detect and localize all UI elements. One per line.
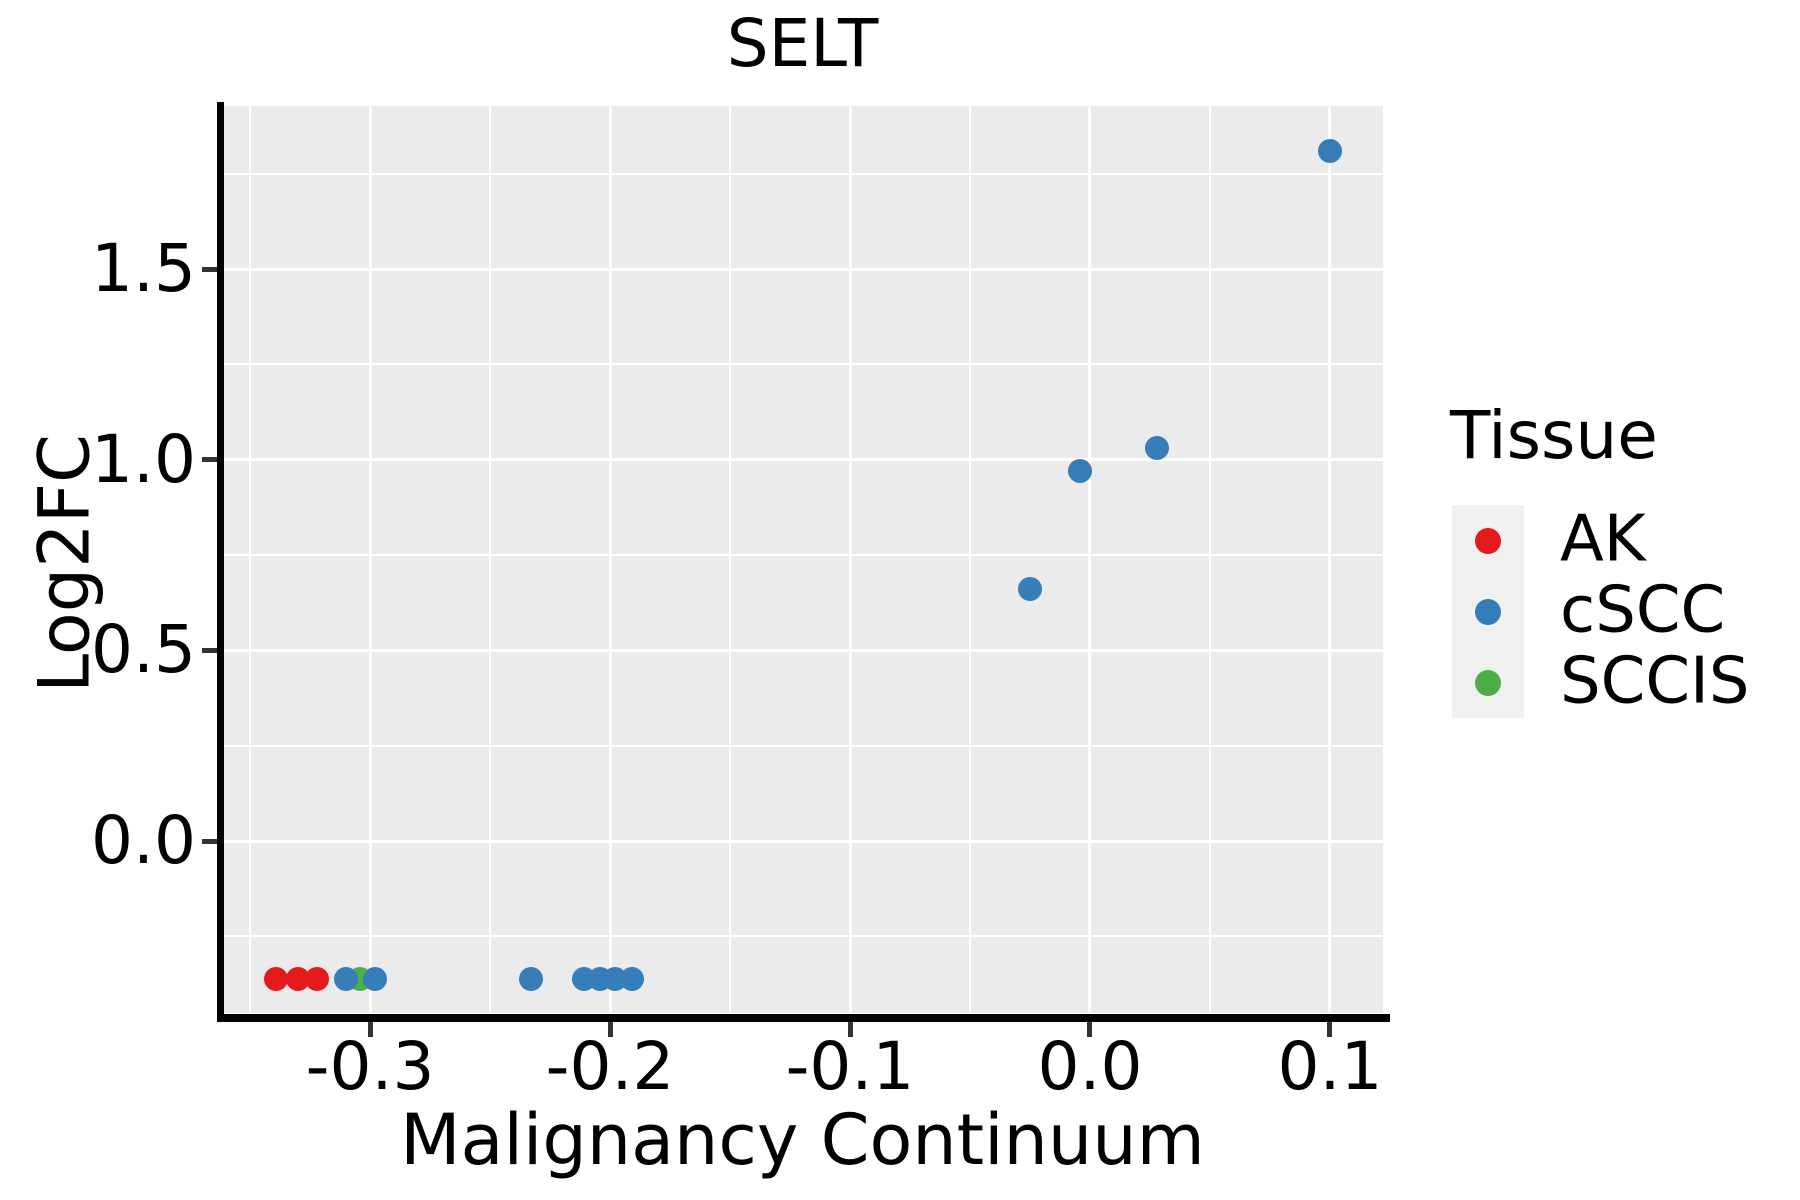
x-tick-mark: [1087, 1022, 1093, 1037]
x-tick-mark: [367, 1022, 373, 1037]
legend-dot-AK: [1475, 528, 1501, 554]
x-tick-label: -0.3: [305, 1028, 435, 1105]
y-tick-label: 1.5: [91, 230, 196, 308]
y-tick-label: 1.0: [91, 420, 196, 498]
x-minor-gridline: [969, 106, 971, 1013]
y-minor-gridline: [222, 935, 1383, 938]
data-point-cSCC: [1317, 138, 1342, 163]
y-axis-line: [217, 102, 224, 1021]
x-axis-line: [217, 1014, 1390, 1022]
y-minor-gridline: [222, 744, 1383, 747]
legend-label-AK: AK: [1560, 502, 1646, 577]
y-major-gridline: [222, 648, 1383, 652]
x-minor-gridline: [249, 106, 252, 1013]
x-tick-mark: [847, 1022, 853, 1037]
legend-title: Tissue: [1450, 397, 1658, 474]
x-major-gridline: [608, 106, 612, 1013]
data-point-cSCC: [1068, 459, 1093, 484]
data-point-cSCC: [334, 967, 359, 992]
plot-panel: [222, 106, 1383, 1013]
x-major-gridline: [1328, 106, 1332, 1013]
y-axis-title: Log2FC: [23, 434, 106, 693]
data-point-cSCC: [362, 967, 387, 992]
legend-dot-cSCC: [1475, 599, 1501, 625]
data-point-cSCC: [1017, 577, 1042, 602]
legend-entry-SCCIS: SCCIS: [1452, 647, 1792, 718]
legend-entry-cSCC: cSCC: [1452, 576, 1792, 647]
y-tick-mark: [202, 838, 217, 844]
legend-label-SCCIS: SCCIS: [1560, 644, 1750, 719]
y-tick-mark: [202, 266, 217, 272]
y-tick-label: 0.5: [91, 611, 196, 689]
y-tick-mark: [202, 647, 217, 653]
data-point-AK: [305, 967, 330, 992]
x-tick-label: 0.1: [1277, 1028, 1383, 1105]
x-tick-label: 0.0: [1037, 1028, 1143, 1105]
data-point-cSCC: [518, 967, 543, 992]
legend-label-cSCC: cSCC: [1560, 573, 1726, 648]
x-minor-gridline: [489, 106, 492, 1013]
x-tick-mark: [607, 1022, 613, 1037]
x-tick-label: -0.2: [545, 1028, 675, 1105]
x-axis-title: Malignancy Continuum: [400, 1099, 1205, 1181]
plot-title: SELT: [726, 5, 879, 82]
legend-entry-AK: AK: [1452, 505, 1792, 576]
data-point-AK: [264, 967, 289, 992]
y-tick-label: 0.0: [91, 802, 196, 880]
x-major-gridline: [368, 106, 372, 1013]
y-tick-mark: [202, 457, 217, 463]
x-minor-gridline: [729, 106, 732, 1013]
y-minor-gridline: [222, 554, 1383, 557]
data-point-cSCC: [619, 967, 644, 992]
y-major-gridline: [222, 458, 1383, 462]
x-major-gridline: [1088, 106, 1092, 1013]
y-minor-gridline: [222, 172, 1383, 175]
y-major-gridline: [222, 267, 1383, 271]
x-minor-gridline: [1208, 106, 1211, 1013]
legend-dot-SCCIS: [1475, 670, 1501, 696]
y-major-gridline: [222, 839, 1383, 843]
data-point-cSCC: [1145, 436, 1170, 461]
x-tick-label: -0.1: [785, 1028, 915, 1105]
y-minor-gridline: [222, 363, 1383, 366]
x-tick-mark: [1327, 1022, 1333, 1037]
x-major-gridline: [848, 106, 852, 1013]
